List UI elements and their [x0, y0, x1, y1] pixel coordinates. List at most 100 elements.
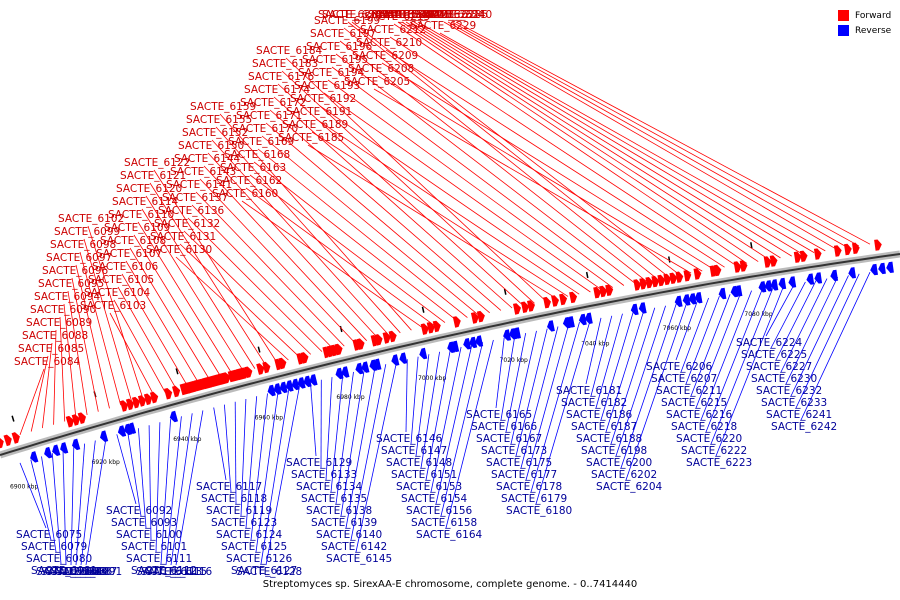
leader-line	[113, 299, 166, 393]
leader-line	[340, 369, 365, 517]
leader-line	[785, 276, 839, 385]
leader-line	[41, 456, 57, 553]
leader-line	[310, 382, 317, 457]
leader-line	[257, 148, 468, 318]
forward-gene-arrow	[476, 310, 485, 323]
reverse-gene-arrow	[764, 280, 773, 292]
tick-label: 6920 kbp	[92, 459, 120, 466]
forward-gene-arrow	[799, 250, 808, 262]
gene-label: SACTE_6210	[356, 37, 422, 49]
reverse-gene-arrow	[547, 320, 555, 332]
gene-label: SACTE_6091	[56, 566, 122, 578]
reverse-gene-arrow	[285, 380, 294, 392]
leader-line	[790, 275, 849, 397]
gene-label: SACTE_6148	[386, 457, 452, 469]
leader-line	[137, 221, 233, 375]
leader-line	[127, 431, 142, 517]
gene-label: SACTE_6205	[344, 76, 410, 88]
gene-label: SACTE_6206	[646, 361, 713, 373]
leader-line	[795, 273, 860, 409]
gene-label: SACTE_6131	[150, 231, 216, 243]
gene-label: SACTE_6223	[686, 457, 752, 469]
gene-label: SACTE_6163	[220, 162, 286, 174]
gene-label: SACTE_6109	[104, 222, 170, 234]
gene-label: SACTE_6117	[196, 481, 262, 493]
gene-label: SACTE_6153	[396, 481, 462, 493]
forward-gene-arrow	[3, 434, 12, 447]
leader-line	[265, 122, 490, 314]
leader-line	[311, 131, 569, 297]
reverse-gene-arrow	[503, 329, 512, 341]
leader-line	[415, 354, 430, 457]
leader-line	[440, 342, 484, 517]
gene-label: SACTE_6110	[108, 209, 174, 221]
leader-line	[780, 278, 828, 373]
tick-mark	[339, 325, 343, 333]
gene-label: SACTE_6136	[158, 205, 225, 217]
forward-gene-arrow	[713, 264, 722, 277]
leader-line	[211, 139, 390, 336]
reverse-gene-arrow	[674, 295, 683, 307]
leader-line	[585, 317, 602, 385]
leader-line	[495, 337, 505, 409]
leader-line	[447, 21, 848, 248]
leader-line	[116, 434, 137, 505]
gene-label: SACTE_6178	[496, 481, 562, 493]
gene-label: SACTE_6224	[736, 337, 803, 349]
leader-line	[75, 443, 85, 566]
gene-label: SACTE_6213	[364, 11, 430, 23]
leader-line	[600, 311, 634, 421]
leader-line	[620, 303, 677, 469]
gene-label: SACTE_6176	[248, 71, 315, 83]
reverse-gene-arrow	[52, 444, 61, 456]
axis-line	[0, 253, 900, 456]
leader-line	[330, 374, 344, 493]
leader-line	[680, 297, 709, 373]
tick-label: 6900 kbp	[10, 483, 38, 490]
gene-label: SACTE_6132	[154, 218, 220, 230]
gene-label: SACTE_6177	[491, 469, 557, 481]
leader-line	[373, 88, 692, 274]
reverse-gene-arrow	[682, 294, 691, 306]
forward-swatch	[838, 10, 849, 21]
reverse-gene-arrow	[291, 378, 300, 391]
leader-line	[79, 251, 122, 406]
leader-line	[685, 295, 720, 385]
leader-line	[690, 294, 731, 397]
gene-label: SACTE_6107	[96, 248, 162, 260]
leader-line	[425, 349, 451, 481]
leader-line	[138, 428, 147, 529]
gene-label: SACTE_6086	[46, 566, 113, 578]
forward-gene-arrow	[388, 330, 397, 343]
gene-label: SACTE_6186	[566, 409, 633, 421]
leader-line	[775, 280, 817, 361]
leader-line	[83, 238, 133, 403]
reverse-gene-arrow	[806, 273, 815, 285]
forward-gene-arrow	[521, 301, 529, 313]
leader-line	[273, 96, 513, 309]
reverse-gene-arrow	[694, 292, 703, 304]
reverse-gene-arrow	[463, 338, 472, 350]
leader-line	[59, 316, 66, 422]
leader-line	[331, 66, 625, 286]
leader-line	[63, 303, 77, 419]
forward-gene-arrow	[559, 293, 568, 306]
gene-label: SACTE_6194	[298, 67, 365, 79]
reverse-gene-arrow	[309, 374, 318, 386]
reverse-gene-arrow	[469, 336, 478, 349]
leader-line	[355, 361, 397, 553]
gene-label: SACTE_6200	[586, 457, 652, 469]
forward-gene-arrow	[513, 303, 521, 315]
leader-line	[51, 453, 62, 565]
gene-label: SACTE_6166	[471, 421, 538, 433]
reverse-gene-arrow	[886, 261, 894, 273]
gene-label: SACTE_6087	[51, 566, 117, 578]
leader-line	[179, 243, 300, 358]
gene-label: SACTE_6185	[278, 132, 344, 144]
forward-gene-arrow	[426, 322, 435, 334]
leader-line	[595, 313, 623, 409]
forward-gene-arrow	[663, 273, 672, 286]
forward-gene-arrow	[593, 286, 602, 299]
gene-label: SACTE_6089	[26, 317, 92, 329]
leader-line	[245, 396, 258, 529]
